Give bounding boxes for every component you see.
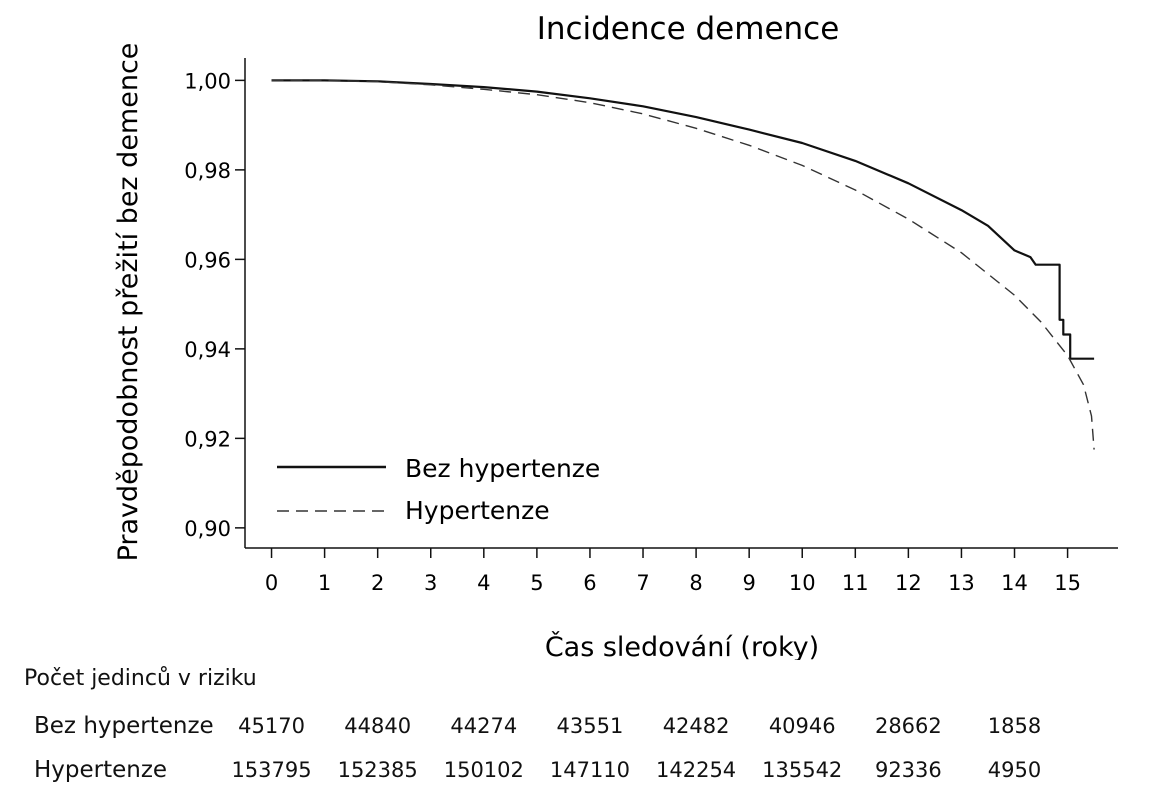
risk-row-label: Hypertenze xyxy=(34,757,168,783)
x-tick-label: 3 xyxy=(424,571,437,595)
y-tick-label: 0,98 xyxy=(184,159,231,183)
risk-cell: 92336 xyxy=(874,758,942,782)
chart-title: Incidence demence xyxy=(537,11,840,47)
x-tick-label: 9 xyxy=(742,571,755,595)
risk-cell: 150102 xyxy=(443,758,524,782)
risk-cell: 135542 xyxy=(762,758,843,782)
x-tick-label: 10 xyxy=(789,571,816,595)
x-tick-label: 0 xyxy=(265,571,278,595)
risk-cell: 1858 xyxy=(987,714,1042,738)
x-tick-label: 7 xyxy=(636,571,649,595)
risk-row-label: Bez hypertenze xyxy=(34,713,214,739)
risk-cell: 4950 xyxy=(987,758,1042,782)
risk-cell: 43551 xyxy=(556,714,624,738)
y-tick-label: 1,00 xyxy=(184,69,231,93)
legend-label-bez-hypertenze: Bez hypertenze xyxy=(405,454,600,483)
series-line-hypertenze xyxy=(271,79,1095,450)
x-tick-label: 11 xyxy=(842,571,869,595)
risk-cell: 45170 xyxy=(238,714,305,738)
x-tick-label: 12 xyxy=(895,571,922,595)
risk-cell: 142254 xyxy=(656,758,737,782)
risk-cell: 153795 xyxy=(231,758,312,782)
series-layer xyxy=(271,79,1095,450)
series-line-bez-hypertenze xyxy=(271,79,1095,360)
x-tick-label: 1 xyxy=(318,571,331,595)
x-ticks: 0 1 2 3 4 5 6 7 8 9 10 11 12 13 14 15 xyxy=(265,548,1081,595)
x-tick-label: 5 xyxy=(530,571,543,595)
legend-label-hypertenze: Hypertenze xyxy=(405,496,550,525)
x-tick-label: 15 xyxy=(1054,571,1081,595)
survival-chart: Incidence demence Pravděpodobnost přežit… xyxy=(113,11,1118,660)
x-tick-label: 2 xyxy=(371,571,384,595)
x-tick-label: 13 xyxy=(948,571,975,595)
risk-cell: 40946 xyxy=(768,714,836,738)
risk-cell: 28662 xyxy=(874,714,942,738)
risk-cell: 44274 xyxy=(450,714,518,738)
y-ticks: 1,00 0,98 0,96 0,94 0,92 0,90 xyxy=(184,69,245,541)
x-tick-label: 8 xyxy=(689,571,702,595)
y-tick-label: 0,92 xyxy=(184,427,231,451)
y-axis-label: Pravděpodobnost přežití bez demence xyxy=(113,43,144,562)
risk-cell: 152385 xyxy=(337,758,418,782)
x-axis-label: Čas sledování (roky) xyxy=(545,631,819,660)
x-tick-label: 6 xyxy=(583,571,596,595)
risk-cell: 42482 xyxy=(662,714,730,738)
risk-table-title: Počet jedinců v riziku xyxy=(24,666,257,691)
risk-cell: 44840 xyxy=(344,714,412,738)
x-tick-label: 4 xyxy=(477,571,490,595)
y-tick-label: 0,96 xyxy=(184,248,231,272)
x-tick-label: 14 xyxy=(1001,571,1028,595)
y-tick-label: 0,94 xyxy=(184,338,231,362)
legend: Bez hypertenze Hypertenze xyxy=(277,454,600,525)
risk-cell: 147110 xyxy=(549,758,631,782)
y-tick-label: 0,90 xyxy=(184,517,231,541)
